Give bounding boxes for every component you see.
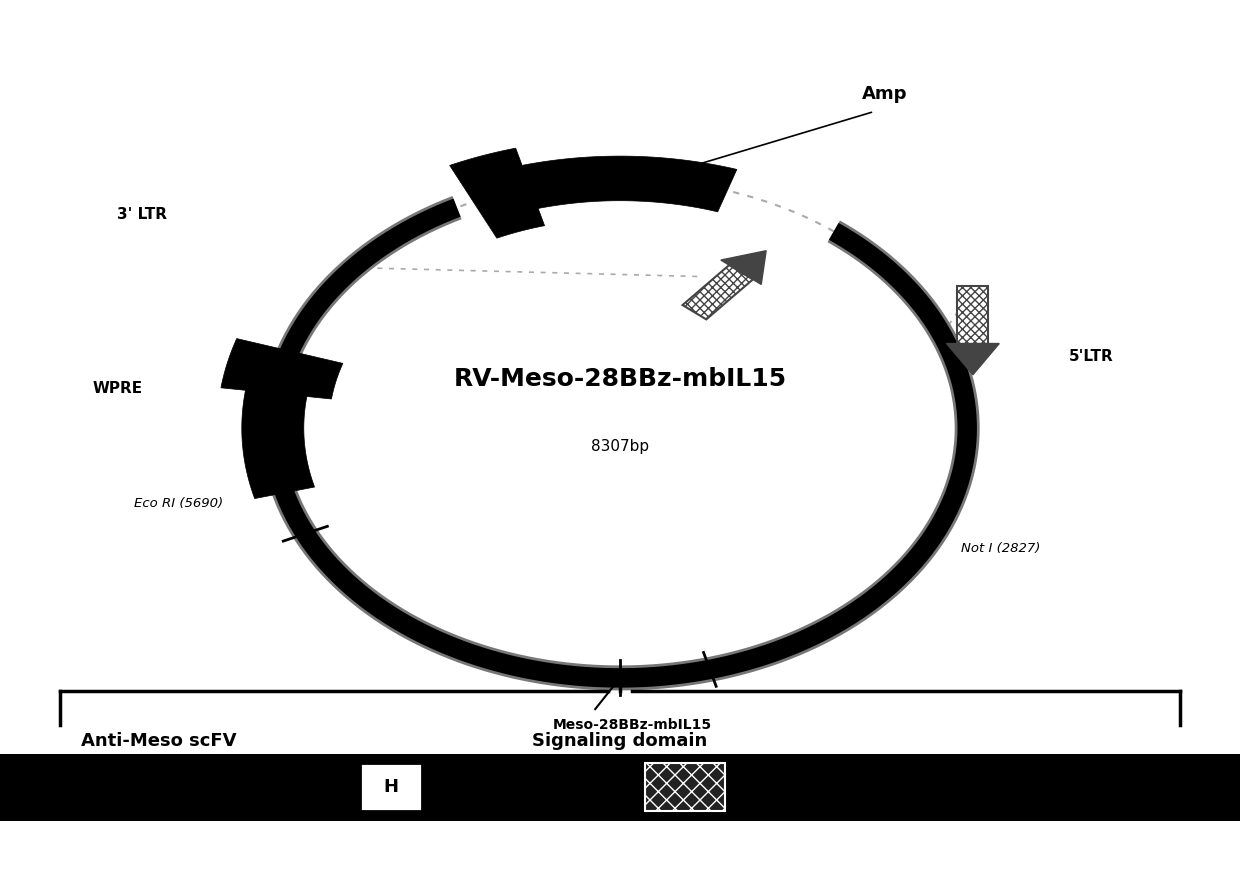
Text: Not I (2827): Not I (2827) <box>961 542 1040 555</box>
Text: Eco RI (5690): Eco RI (5690) <box>134 498 223 510</box>
Text: WPRE: WPRE <box>93 381 143 395</box>
Polygon shape <box>946 343 999 375</box>
Text: Amp: Amp <box>862 85 908 103</box>
Polygon shape <box>221 339 343 499</box>
Text: H: H <box>383 778 398 797</box>
Text: RV-Meso-28BBz-mbIL15: RV-Meso-28BBz-mbIL15 <box>454 368 786 391</box>
Polygon shape <box>720 251 766 285</box>
Text: Anti-Meso scFV: Anti-Meso scFV <box>81 732 236 750</box>
Text: Signaling domain: Signaling domain <box>532 732 708 750</box>
Polygon shape <box>682 265 753 319</box>
Text: 8307bp: 8307bp <box>591 439 649 453</box>
Polygon shape <box>957 285 988 343</box>
Bar <box>360 763 422 812</box>
Text: Meso-28BBz-mbIL15: Meso-28BBz-mbIL15 <box>553 718 712 732</box>
Polygon shape <box>450 148 737 238</box>
Bar <box>645 763 725 812</box>
Text: 3' LTR: 3' LTR <box>118 207 167 221</box>
Text: 5'LTR: 5'LTR <box>1069 350 1114 364</box>
Bar <box>0 754 1240 821</box>
